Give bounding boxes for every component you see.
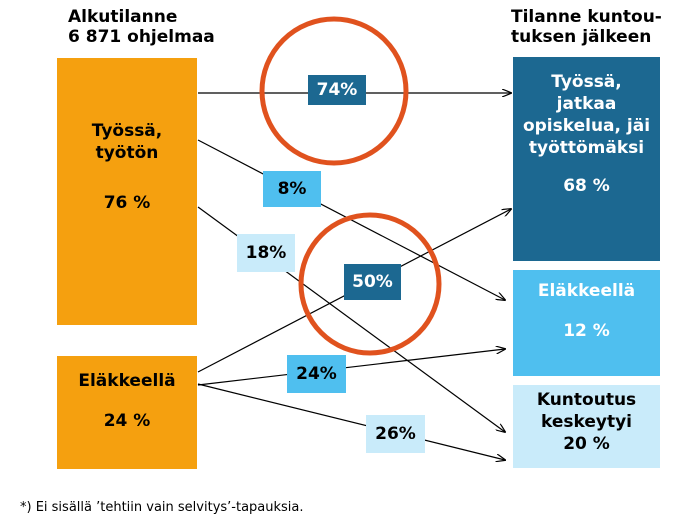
right-box-keskeytyi-value: 20 %: [563, 434, 610, 454]
arrow-elakkeella-to-elakkeella: [197, 349, 505, 386]
right-box-elakkeella: Eläkkeellä 12 %: [513, 270, 660, 376]
footnote: *) Ei sisällä ’tehtiin vain selvitys’-ta…: [20, 500, 304, 515]
left-box-elakkeella-value: 24 %: [103, 411, 151, 431]
arrow-elakkeella-to-keskeytyi: [197, 383, 505, 460]
left-heading: Alkutilanne 6 871 ohjelmaa: [68, 7, 215, 47]
left-box-tyossa: Työssä, työtön 76 %: [57, 58, 197, 325]
flow-label-24: 24%: [287, 355, 346, 393]
highlight-circle-50: [298, 212, 442, 356]
right-heading: Tilanne kuntou- tuksen jälkeen: [511, 7, 662, 47]
right-box-elakkeella-label: Eläkkeellä: [537, 281, 636, 301]
arrow-tyossa-to-elakkeella: [197, 139, 505, 300]
flow-label-8: 8%: [263, 171, 321, 207]
left-box-tyossa-value: 76 %: [103, 193, 151, 213]
right-box-tyossa-label: Työssä, jatkaa opiskelua, jäi työttömäks…: [522, 72, 651, 158]
right-box-keskeytyi: Kuntoutus keskeytyi 20 %: [513, 385, 660, 468]
left-box-elakkeella-label: Eläkkeellä: [78, 371, 176, 391]
right-box-tyossa-value: 68 %: [563, 176, 610, 196]
flow-label-50: 50%: [344, 264, 401, 300]
flow-label-74: 74%: [308, 75, 366, 105]
left-box-tyossa-label: Työssä, työtön: [91, 121, 163, 163]
right-box-keskeytyi-label: Kuntoutus keskeytyi: [536, 390, 637, 432]
left-box-elakkeella: Eläkkeellä 24 %: [57, 356, 197, 469]
flow-label-26: 26%: [366, 415, 425, 453]
flow-label-18: 18%: [237, 234, 295, 272]
highlight-circle-74: [259, 16, 409, 166]
right-box-tyossa: Työssä, jatkaa opiskelua, jäi työttömäks…: [513, 57, 660, 261]
right-box-elakkeella-value: 12 %: [563, 321, 610, 341]
